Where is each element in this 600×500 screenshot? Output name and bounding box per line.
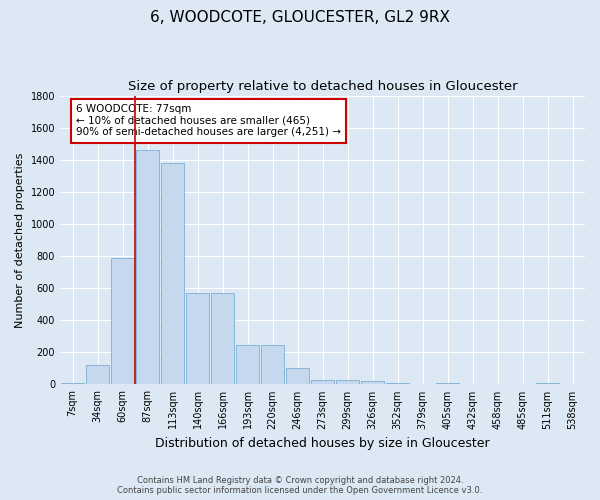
Text: Contains HM Land Registry data © Crown copyright and database right 2024.
Contai: Contains HM Land Registry data © Crown c… (118, 476, 482, 495)
Bar (136, 150, 159, 384)
Bar (361, 381, 384, 384)
Text: 6, WOODCOTE, GLOUCESTER, GL2 9RX: 6, WOODCOTE, GLOUCESTER, GL2 9RX (150, 10, 450, 25)
Bar (86, 365, 109, 384)
Bar (261, 345, 284, 385)
Bar (286, 368, 309, 384)
Text: 6 WOODCOTE: 77sqm
← 10% of detached houses are smaller (465)
90% of semi-detache: 6 WOODCOTE: 77sqm ← 10% of detached hous… (76, 104, 341, 138)
Bar (336, 380, 359, 384)
Bar (161, 163, 184, 384)
Bar (111, 258, 134, 384)
Bar (311, 380, 334, 384)
Bar (236, 345, 259, 385)
Bar (436, 383, 459, 384)
Bar (186, 293, 209, 384)
Bar (61, 383, 84, 384)
Bar (536, 383, 559, 384)
Bar (211, 293, 234, 384)
Title: Size of property relative to detached houses in Gloucester: Size of property relative to detached ho… (128, 80, 517, 93)
X-axis label: Distribution of detached houses by size in Gloucester: Distribution of detached houses by size … (155, 437, 490, 450)
Y-axis label: Number of detached properties: Number of detached properties (15, 152, 25, 328)
Bar (386, 383, 409, 384)
